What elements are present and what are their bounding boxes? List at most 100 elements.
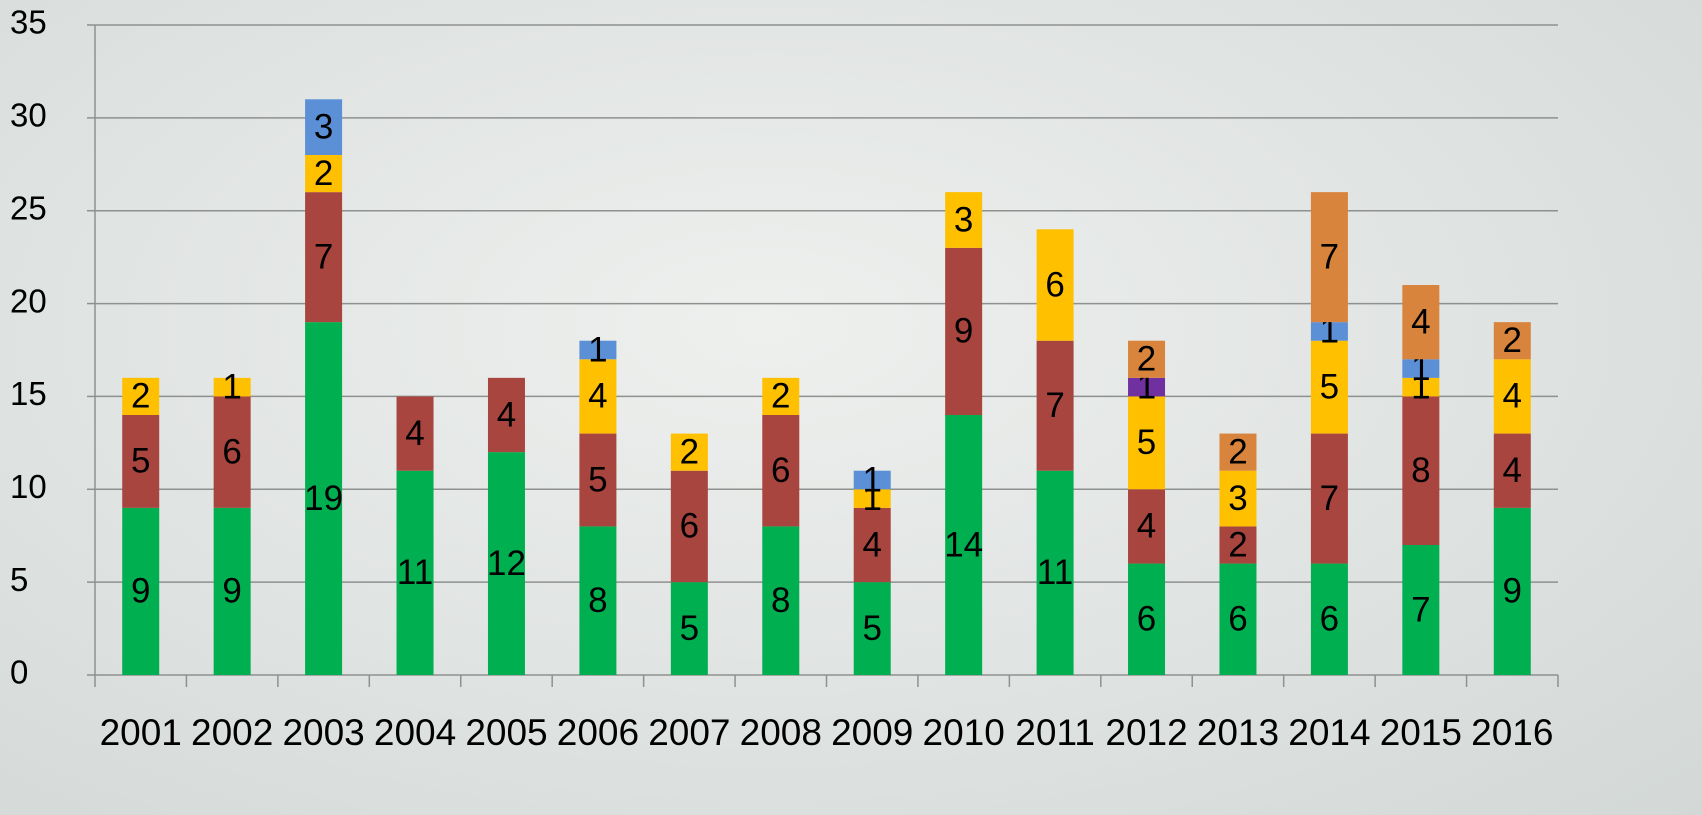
y-tick-label: 35 bbox=[10, 4, 47, 41]
bar-segment bbox=[1036, 229, 1074, 341]
bar-segment bbox=[670, 433, 708, 471]
bar-segment bbox=[1310, 322, 1348, 341]
bar-segment bbox=[1219, 470, 1257, 527]
data-label: 1 bbox=[862, 460, 881, 499]
data-label: 9 bbox=[954, 312, 973, 351]
y-tick-label: 5 bbox=[10, 561, 28, 598]
data-label: 2 bbox=[1228, 432, 1247, 471]
bar-segment bbox=[1128, 489, 1166, 564]
bar-segment bbox=[122, 377, 160, 415]
data-label: 4 bbox=[497, 395, 516, 434]
bar-segment bbox=[762, 526, 800, 675]
data-label: 6 bbox=[1320, 600, 1339, 639]
bar-segment bbox=[853, 470, 891, 490]
bar-segment bbox=[1402, 359, 1440, 378]
bar-segment bbox=[1310, 433, 1348, 564]
x-tick-label: 2011 bbox=[1015, 712, 1095, 753]
bar-segment bbox=[1493, 359, 1531, 434]
data-label: 4 bbox=[1137, 507, 1156, 546]
bar-segment bbox=[1219, 563, 1257, 675]
y-tick-label: 0 bbox=[10, 654, 28, 691]
data-label: 9 bbox=[1503, 572, 1522, 611]
data-label: 7 bbox=[314, 237, 333, 276]
bar-segment bbox=[853, 489, 891, 508]
data-label: 6 bbox=[680, 507, 699, 546]
data-label: 2 bbox=[771, 377, 790, 416]
data-label: 12 bbox=[487, 544, 526, 583]
y-tick-label: 25 bbox=[10, 189, 47, 226]
x-tick-label: 2004 bbox=[374, 712, 456, 753]
y-tick-label: 20 bbox=[10, 282, 47, 319]
bar-segment bbox=[1493, 322, 1531, 360]
bar-segment bbox=[487, 377, 525, 453]
data-label: 2 bbox=[314, 154, 333, 193]
data-label: 7 bbox=[1320, 237, 1339, 276]
data-label: 19 bbox=[304, 479, 343, 518]
bar-segment bbox=[1493, 433, 1531, 508]
bar-segment bbox=[670, 582, 708, 675]
x-tick-label: 2013 bbox=[1197, 712, 1279, 753]
bar-segment bbox=[305, 155, 343, 193]
x-tick-label: 2016 bbox=[1471, 712, 1553, 753]
data-label: 5 bbox=[862, 609, 881, 648]
x-tick-label: 2007 bbox=[648, 712, 730, 753]
data-label: 3 bbox=[1228, 479, 1247, 518]
data-label: 5 bbox=[1137, 423, 1156, 462]
data-label: 8 bbox=[771, 581, 790, 620]
bar-segment bbox=[487, 452, 525, 675]
bar-segment bbox=[122, 507, 160, 675]
data-label: 2 bbox=[680, 432, 699, 471]
bar-segment bbox=[1219, 433, 1257, 471]
bar-segment bbox=[305, 192, 343, 323]
data-label: 5 bbox=[680, 609, 699, 648]
data-label: 9 bbox=[131, 572, 150, 611]
bar-segment bbox=[579, 340, 617, 360]
data-label: 5 bbox=[1320, 367, 1339, 406]
data-label: 11 bbox=[1037, 553, 1073, 592]
data-label: 2 bbox=[131, 377, 150, 416]
bar-segment bbox=[122, 415, 160, 508]
x-tick-label: 2012 bbox=[1105, 712, 1187, 753]
x-tick-label: 2005 bbox=[465, 712, 547, 753]
bar-segment bbox=[1402, 396, 1440, 545]
bar-segment bbox=[579, 526, 617, 675]
data-label: 5 bbox=[131, 442, 150, 481]
data-label: 2 bbox=[1137, 340, 1156, 379]
bar-segment bbox=[1036, 470, 1074, 675]
bar-segment bbox=[1128, 563, 1166, 675]
bar-segment bbox=[762, 377, 800, 415]
data-label: 4 bbox=[1503, 451, 1522, 490]
data-label: 4 bbox=[1411, 302, 1430, 341]
y-tick-label: 10 bbox=[10, 468, 47, 505]
x-tick-label: 2001 bbox=[100, 712, 182, 753]
x-tick-label: 2008 bbox=[740, 712, 822, 753]
data-label: 2 bbox=[1228, 525, 1247, 564]
x-tick-label: 2015 bbox=[1380, 712, 1462, 753]
data-label: 7 bbox=[1045, 386, 1064, 425]
x-tick-label: 2006 bbox=[557, 712, 639, 753]
bar-segment bbox=[579, 359, 617, 434]
bar-segment bbox=[213, 377, 251, 397]
data-label: 6 bbox=[771, 451, 790, 490]
data-label: 14 bbox=[944, 525, 983, 564]
data-label: 7 bbox=[1411, 590, 1430, 629]
data-label: 3 bbox=[314, 107, 333, 146]
data-label: 6 bbox=[222, 432, 241, 471]
bar-segment bbox=[579, 433, 617, 527]
data-label: 4 bbox=[588, 377, 607, 416]
bar-segment bbox=[213, 507, 251, 675]
bar-segment bbox=[1219, 526, 1257, 564]
data-label: 2 bbox=[1503, 321, 1522, 360]
x-tick-label: 2003 bbox=[282, 712, 364, 753]
data-label: 6 bbox=[1228, 600, 1247, 639]
bar-segment bbox=[396, 396, 434, 471]
data-label: 8 bbox=[1411, 451, 1430, 490]
x-tick-label: 2010 bbox=[923, 712, 1005, 753]
bar-segment bbox=[1310, 192, 1348, 323]
bar-segment bbox=[762, 415, 800, 527]
bar-segment bbox=[1402, 285, 1440, 360]
bar-segment bbox=[1128, 377, 1166, 397]
bar-segment bbox=[945, 415, 983, 675]
bar-segment bbox=[1310, 563, 1348, 675]
